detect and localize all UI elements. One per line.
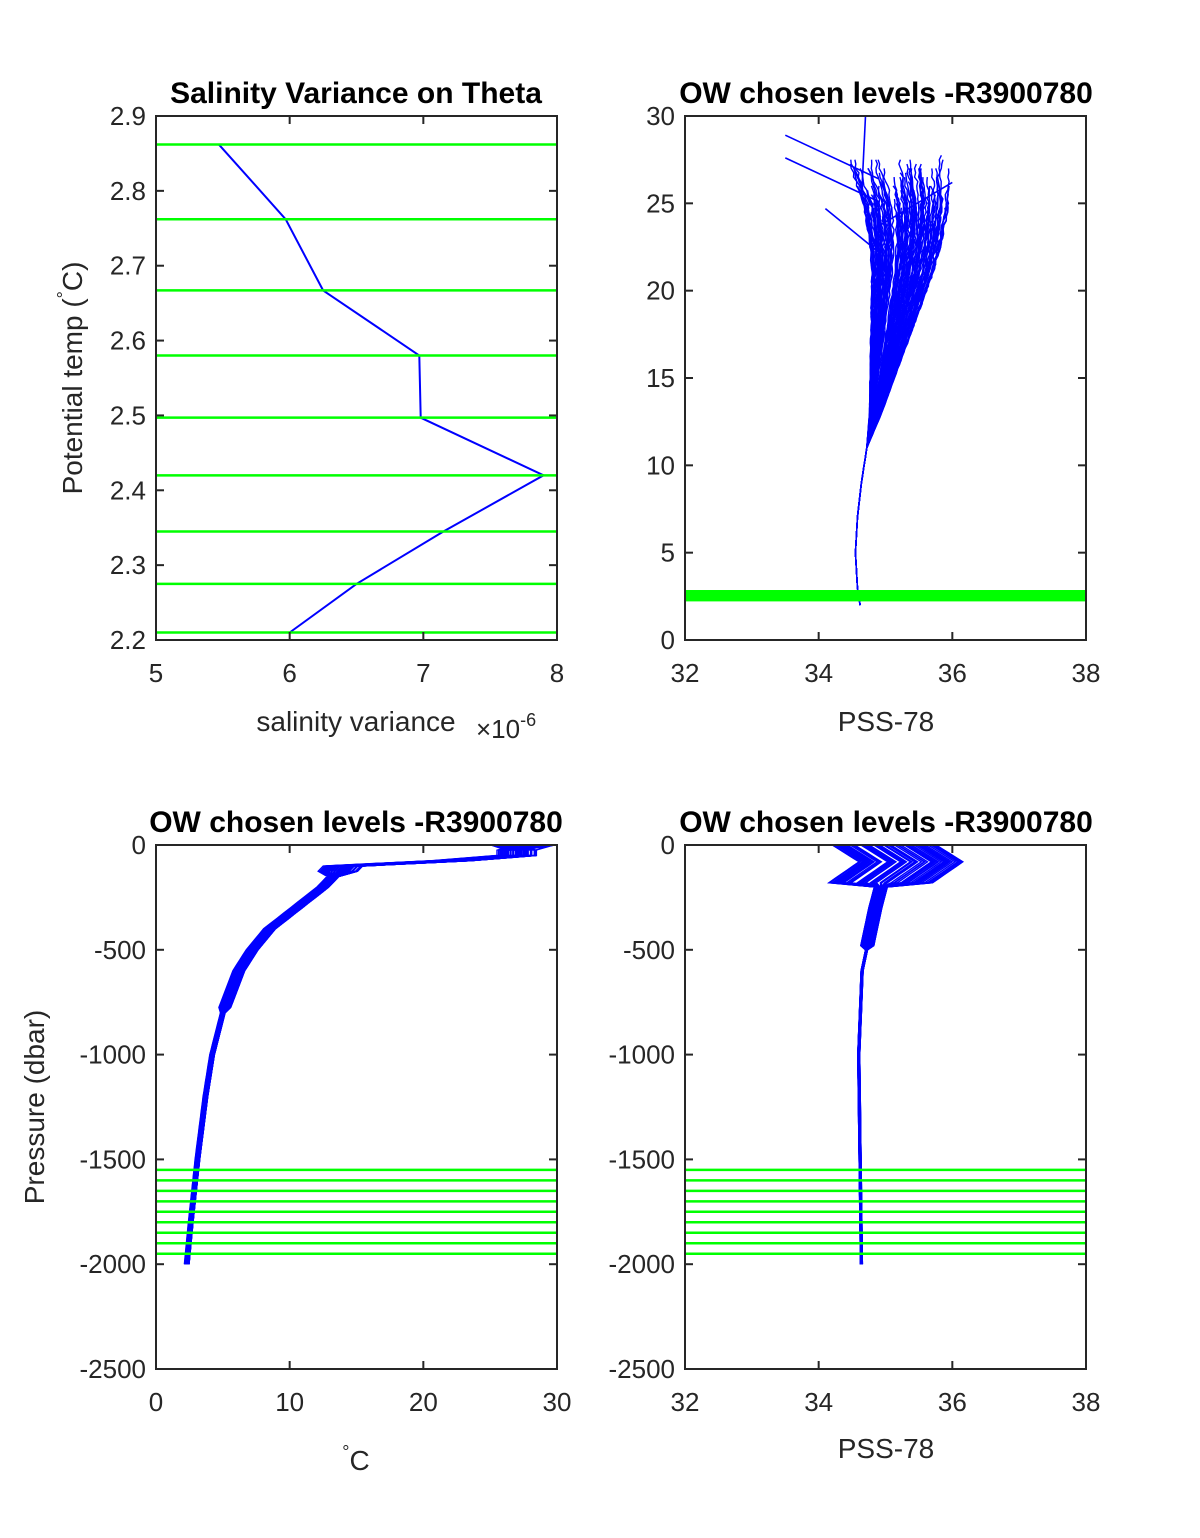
temp-profile xyxy=(188,844,537,1265)
panel-title: OW chosen levels -R3900780 xyxy=(679,77,1093,110)
variance-line xyxy=(218,143,546,634)
x-tick-label: 38 xyxy=(1072,1387,1101,1417)
axes-box xyxy=(155,844,558,1370)
x-multiplier: ×10-6 xyxy=(476,710,536,744)
y-tick-label: 0 xyxy=(661,830,675,860)
y-tick-label: -1000 xyxy=(609,1040,676,1070)
x-tick-label: 5 xyxy=(149,658,163,688)
x-tick-label: 7 xyxy=(416,658,430,688)
temp-profile xyxy=(183,844,518,1265)
y-tick-label: 5 xyxy=(661,538,675,568)
y-tick-label: 2.7 xyxy=(110,251,146,281)
y-tick-label: 2.6 xyxy=(110,326,146,356)
temp-profile xyxy=(184,844,551,1265)
sal-profile xyxy=(857,844,895,1265)
y-tick-label: -500 xyxy=(623,935,675,965)
x-tick-label: 36 xyxy=(938,658,967,688)
profile-family xyxy=(827,844,964,1265)
y-tick-label: 20 xyxy=(646,276,675,306)
y-tick-label: 25 xyxy=(646,188,675,218)
y-tick-label: -2000 xyxy=(609,1249,676,1279)
x-tick-label: 8 xyxy=(550,658,564,688)
panel-title: OW chosen levels -R3900780 xyxy=(149,806,563,839)
y-axis-label: Pressure (dbar) xyxy=(19,1010,50,1205)
y-tick-label: 10 xyxy=(646,450,675,480)
x-axis-label: salinity variance xyxy=(256,706,455,737)
x-axis-label: °C xyxy=(342,1442,369,1476)
ts-profile-outlier xyxy=(861,115,867,186)
x-tick-label: 32 xyxy=(671,658,700,688)
temp-profile xyxy=(187,844,550,1265)
x-tick-label: 30 xyxy=(543,1387,572,1417)
y-tick-label: -2500 xyxy=(80,1354,147,1384)
x-tick-label: 38 xyxy=(1072,658,1101,688)
axes-box xyxy=(684,844,1087,1370)
y-axis-label: Potential temp (°C) xyxy=(54,262,88,495)
panel-salinity-theta: 32 34 36 38 0 5 10 15 20 25 30 OW chosen levels -R… xyxy=(646,77,1100,737)
panel-temperature-pressure: 0 10 20 30 -2500 -2000 -1500 -1000 -500 0 OW chos… xyxy=(19,806,571,1476)
y-tick-label: 0 xyxy=(661,625,675,655)
profile-family xyxy=(183,844,556,1265)
y-tick-label: -2500 xyxy=(609,1354,676,1384)
y-tick-label: 2.8 xyxy=(110,176,146,206)
y-tick-label: 2.2 xyxy=(110,625,146,655)
panel-title: OW chosen levels -R3900780 xyxy=(679,806,1093,839)
x-tick-label: 6 xyxy=(282,658,296,688)
x-axis-label: PSS-78 xyxy=(838,1433,935,1464)
y-tick-label: 2.9 xyxy=(110,101,146,131)
y-tick-label: 15 xyxy=(646,363,675,393)
y-tick-label: 2.4 xyxy=(110,475,146,505)
y-tick-label: 30 xyxy=(646,101,675,131)
y-tick-label: 0 xyxy=(132,830,146,860)
y-tick-label: 2.3 xyxy=(110,550,146,580)
x-tick-label: 0 xyxy=(149,1387,163,1417)
y-tick-label: -2000 xyxy=(80,1249,147,1279)
profile-family xyxy=(784,115,953,606)
x-tick-label: 34 xyxy=(804,1387,833,1417)
y-tick-label: 2.5 xyxy=(110,400,146,430)
y-tick-label: -1000 xyxy=(80,1040,147,1070)
temp-profile xyxy=(186,844,518,1265)
sal-profile xyxy=(858,844,951,1265)
ts-profile-outlier xyxy=(784,157,880,203)
panel-salinity-variance: 5 6 7 8 2.2 2.3 2.4 2.5 2.6 2.7 2.8 2.9 Salinity Va… xyxy=(54,77,564,744)
x-axis-label: PSS-78 xyxy=(838,706,935,737)
x-tick-label: 34 xyxy=(804,658,833,688)
ts-profile-outlier xyxy=(824,207,880,253)
panel-salinity-pressure: 32 34 36 38 -2500 -2000 -1500 -1000 -500 0 OW cho… xyxy=(609,806,1101,1464)
x-tick-label: 20 xyxy=(409,1387,438,1417)
chosen-levels-band xyxy=(685,590,1086,602)
x-tick-label: 36 xyxy=(938,1387,967,1417)
y-tick-label: -1500 xyxy=(609,1144,676,1174)
panel-title: Salinity Variance on Theta xyxy=(170,77,542,110)
ts-profile-outlier xyxy=(878,181,953,227)
x-tick-label: 32 xyxy=(671,1387,700,1417)
ts-profile xyxy=(854,168,880,606)
axes-box xyxy=(155,115,558,641)
x-tick-label: 10 xyxy=(275,1387,304,1417)
y-tick-label: -1500 xyxy=(80,1144,147,1174)
y-tick-label: -500 xyxy=(94,935,146,965)
